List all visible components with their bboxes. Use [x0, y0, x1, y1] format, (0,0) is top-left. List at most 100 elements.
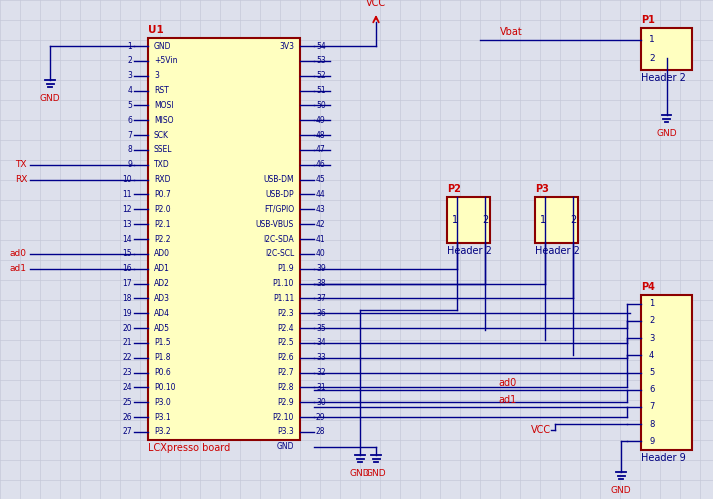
Text: Vbat: Vbat	[500, 27, 523, 37]
Text: VCC: VCC	[531, 425, 551, 435]
Text: 26: 26	[123, 413, 132, 422]
Text: 9: 9	[127, 160, 132, 169]
Text: AD3: AD3	[154, 294, 170, 303]
Text: P2.6: P2.6	[277, 353, 294, 362]
Text: 37: 37	[316, 294, 326, 303]
Text: 53: 53	[316, 56, 326, 65]
Text: 29: 29	[316, 413, 326, 422]
Text: 48: 48	[316, 131, 326, 140]
Text: 38: 38	[316, 279, 326, 288]
Text: P2.2: P2.2	[154, 235, 170, 244]
Text: P3.0: P3.0	[154, 398, 170, 407]
Text: RXD: RXD	[154, 175, 170, 184]
Text: 4: 4	[127, 86, 132, 95]
Text: MOSI: MOSI	[154, 101, 173, 110]
Text: 6: 6	[127, 116, 132, 125]
Text: GND: GND	[611, 486, 631, 495]
Bar	[641, 295, 692, 450]
Text: 35: 35	[316, 323, 326, 332]
Text: 13: 13	[123, 220, 132, 229]
Text: USB-DM: USB-DM	[263, 175, 294, 184]
Text: 4: 4	[649, 351, 655, 360]
Text: 31: 31	[316, 383, 326, 392]
Text: MISO: MISO	[154, 116, 173, 125]
Text: 19: 19	[123, 309, 132, 318]
Text: 2: 2	[649, 54, 655, 63]
Text: 1: 1	[649, 35, 655, 44]
Text: ad1: ad1	[10, 264, 27, 273]
Text: 32: 32	[316, 368, 326, 377]
Text: P3.3: P3.3	[277, 428, 294, 437]
Bar	[148, 38, 300, 440]
Text: 46: 46	[316, 160, 326, 169]
Text: 21: 21	[123, 338, 132, 347]
Text: AD0: AD0	[154, 250, 170, 258]
Text: P2: P2	[447, 184, 461, 194]
Text: I2C-SCL: I2C-SCL	[265, 250, 294, 258]
Text: LCXpresso board: LCXpresso board	[148, 443, 230, 453]
Text: AD5: AD5	[154, 323, 170, 332]
Text: GND: GND	[40, 94, 61, 103]
Text: 17: 17	[123, 279, 132, 288]
Text: 15: 15	[123, 250, 132, 258]
Text: 1: 1	[127, 41, 132, 50]
Text: P2.7: P2.7	[277, 368, 294, 377]
Text: 7: 7	[649, 403, 655, 412]
Text: Header 9: Header 9	[641, 453, 686, 463]
Text: 30: 30	[316, 398, 326, 407]
Text: 7: 7	[127, 131, 132, 140]
Text: P1.10: P1.10	[272, 279, 294, 288]
Text: 20: 20	[123, 323, 132, 332]
Text: VCC: VCC	[366, 0, 386, 8]
Text: 3: 3	[127, 71, 132, 80]
Text: 1: 1	[540, 215, 546, 225]
Text: 43: 43	[316, 205, 326, 214]
Text: P1.8: P1.8	[154, 353, 170, 362]
Text: 3V3: 3V3	[279, 41, 294, 50]
Text: P1.9: P1.9	[277, 264, 294, 273]
Text: 3: 3	[154, 71, 159, 80]
Bar	[535, 197, 578, 243]
Text: 14: 14	[123, 235, 132, 244]
Text: 28: 28	[316, 428, 326, 437]
Text: P2.3: P2.3	[277, 309, 294, 318]
Text: 44: 44	[316, 190, 326, 199]
Text: Header 2: Header 2	[535, 246, 580, 256]
Text: P3: P3	[535, 184, 549, 194]
Text: P2.4: P2.4	[277, 323, 294, 332]
Text: 22: 22	[123, 353, 132, 362]
Text: USB-VBUS: USB-VBUS	[256, 220, 294, 229]
Text: P1.5: P1.5	[154, 338, 170, 347]
Text: 3: 3	[649, 333, 655, 342]
Text: ad1: ad1	[498, 395, 516, 405]
Text: U1: U1	[148, 25, 164, 35]
Text: 52: 52	[316, 71, 326, 80]
Text: P3.2: P3.2	[154, 428, 170, 437]
Text: 5: 5	[649, 368, 655, 377]
Text: 33: 33	[316, 353, 326, 362]
Text: 39: 39	[316, 264, 326, 273]
Text: 50: 50	[316, 101, 326, 110]
Text: 51: 51	[316, 86, 326, 95]
Text: ad0: ad0	[10, 250, 27, 258]
Text: 23: 23	[123, 368, 132, 377]
Text: P3.1: P3.1	[154, 413, 170, 422]
Text: 45: 45	[316, 175, 326, 184]
Text: USB-DP: USB-DP	[265, 190, 294, 199]
Text: 2: 2	[482, 215, 488, 225]
Text: P4: P4	[641, 282, 655, 292]
Text: GND: GND	[656, 129, 677, 138]
Text: SCK: SCK	[154, 131, 169, 140]
Text: 54: 54	[316, 41, 326, 50]
Text: 27: 27	[123, 428, 132, 437]
Text: 5: 5	[127, 101, 132, 110]
Bar	[641, 28, 692, 70]
Text: 49: 49	[316, 116, 326, 125]
Text: GND: GND	[366, 469, 386, 478]
Text: AD4: AD4	[154, 309, 170, 318]
Text: P2.9: P2.9	[277, 398, 294, 407]
Text: 1: 1	[452, 215, 458, 225]
Text: 18: 18	[123, 294, 132, 303]
Text: 8: 8	[127, 145, 132, 154]
Text: 36: 36	[316, 309, 326, 318]
